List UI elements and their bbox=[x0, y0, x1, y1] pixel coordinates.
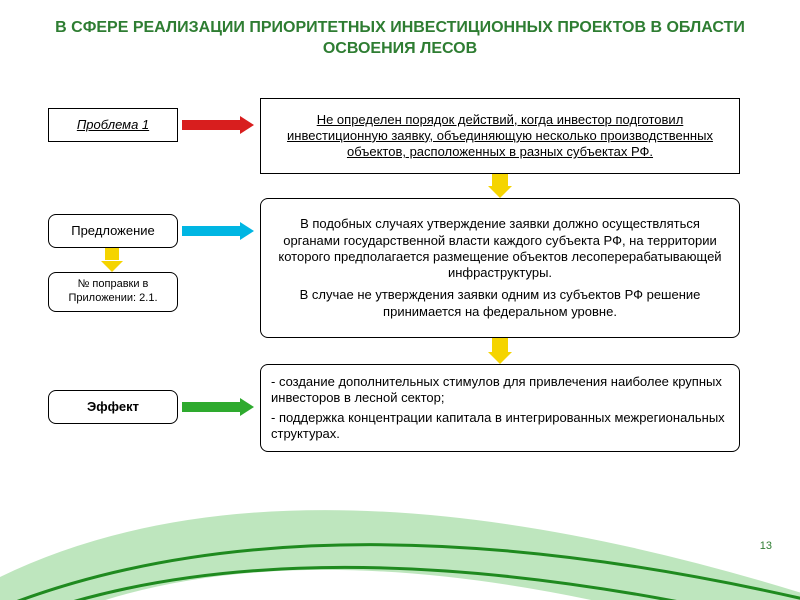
effect-item-1: - создание дополнительных стимулов для п… bbox=[271, 374, 729, 407]
problem-label: Проблема 1 bbox=[77, 117, 149, 133]
arrow-down-2 bbox=[488, 338, 512, 364]
arrow-down-1 bbox=[488, 174, 512, 198]
arrow-problem bbox=[182, 118, 254, 132]
effect-label-box: Эффект bbox=[48, 390, 178, 424]
amendment-box: № поправки в Приложении: 2.1. bbox=[48, 272, 178, 312]
page-title: В СФЕРЕ РЕАЛИЗАЦИИ ПРИОРИТЕТНЫХ ИНВЕСТИЦ… bbox=[0, 0, 800, 68]
arrow-down-amendment bbox=[101, 248, 123, 272]
arrow-effect bbox=[182, 400, 254, 414]
problem-text: Не определен порядок действий, когда инв… bbox=[271, 112, 729, 161]
effect-label: Эффект bbox=[87, 399, 139, 415]
proposal-text-2: В случае не утверждения заявки одним из … bbox=[271, 287, 729, 320]
arrow-proposal bbox=[182, 224, 254, 238]
proposal-label-box: Предложение bbox=[48, 214, 178, 248]
page-number: 13 bbox=[760, 541, 772, 552]
problem-box: Не определен порядок действий, когда инв… bbox=[260, 98, 740, 174]
amendment-text: № поправки в Приложении: 2.1. bbox=[59, 278, 167, 306]
problem-label-box: Проблема 1 bbox=[48, 108, 178, 142]
effect-item-2: - поддержка концентрации капитала в инте… bbox=[271, 410, 729, 443]
effect-box: - создание дополнительных стимулов для п… bbox=[260, 364, 740, 452]
proposal-label: Предложение bbox=[71, 223, 155, 239]
proposal-text-1: В подобных случаях утверждение заявки до… bbox=[271, 216, 729, 281]
proposal-box: В подобных случаях утверждение заявки до… bbox=[260, 198, 740, 338]
